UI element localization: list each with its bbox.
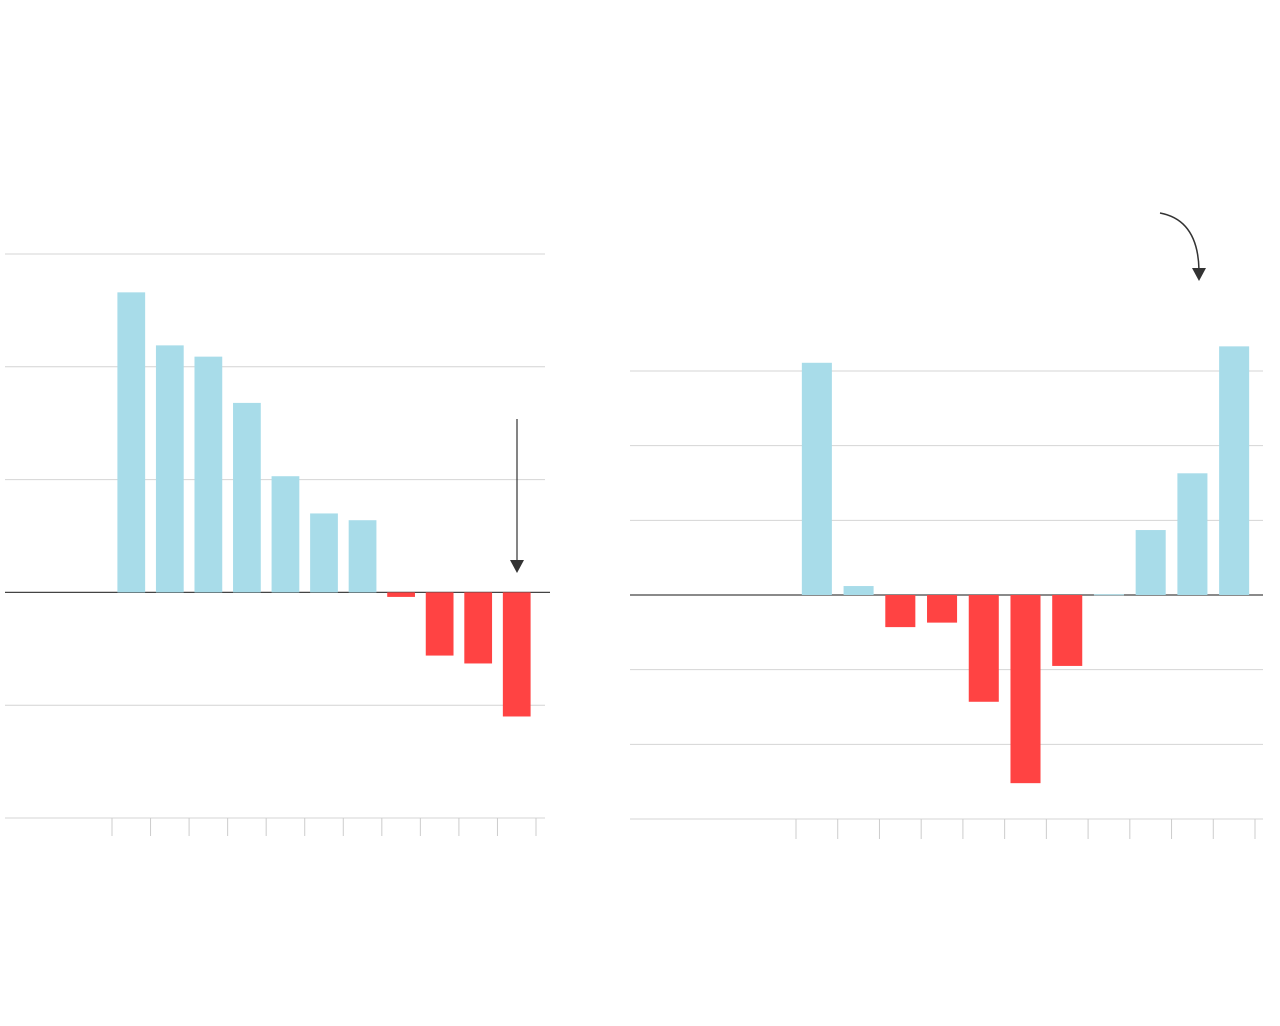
- bar: [233, 402, 261, 593]
- bar: [1093, 594, 1124, 596]
- annotation-arrow: [1159, 212, 1206, 281]
- bar: [1177, 473, 1208, 595]
- bar: [425, 592, 454, 656]
- bar: [117, 292, 146, 593]
- bar: [1010, 595, 1041, 784]
- bar: [464, 592, 493, 664]
- bar: [271, 476, 300, 593]
- bar: [1052, 595, 1083, 666]
- bar: [155, 345, 184, 593]
- bar: [801, 362, 832, 595]
- annotation-arrow: [510, 419, 524, 573]
- bar: [927, 595, 958, 623]
- bar: [885, 595, 916, 628]
- bar: [348, 520, 377, 593]
- bar: [387, 592, 415, 597]
- bar: [1135, 530, 1166, 595]
- bar: [194, 356, 223, 593]
- bar: [968, 595, 999, 702]
- bar: [843, 586, 874, 595]
- bar: [502, 592, 531, 717]
- bar: [310, 513, 338, 593]
- bar: [1219, 346, 1250, 595]
